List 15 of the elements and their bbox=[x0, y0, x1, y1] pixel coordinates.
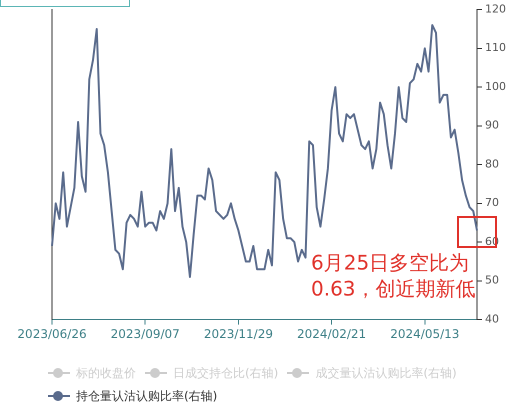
x-tick-label: 2023/06/26 bbox=[17, 326, 87, 341]
y2-tick-label: 50 bbox=[485, 274, 500, 287]
y2-tick-label: 110 bbox=[485, 41, 506, 54]
x-tick-label: 2023/09/07 bbox=[110, 326, 180, 341]
y2-tick-label: 40 bbox=[485, 312, 500, 326]
y2-tick-label: 80 bbox=[485, 157, 500, 170]
y2-tick-label: 100 bbox=[485, 80, 506, 93]
y2-tick-label: 70 bbox=[485, 196, 500, 210]
x-tick-label: 2024/02/21 bbox=[297, 326, 366, 341]
y2-tick-label: 90 bbox=[485, 118, 500, 132]
y2-tick-label: 120 bbox=[485, 2, 506, 16]
x-tick-label: 2023/11/29 bbox=[204, 326, 273, 341]
annotation: 6月25日多空比为 0.63，创近期新低 bbox=[311, 250, 476, 301]
x-tick-label: 2024/05/13 bbox=[390, 326, 460, 341]
legend-label: 持仓量认沽认购比率(右轴) bbox=[76, 388, 218, 405]
